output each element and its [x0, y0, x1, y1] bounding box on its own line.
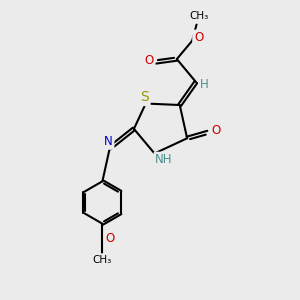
Text: CH₃: CH₃	[93, 255, 112, 265]
Text: O: O	[145, 54, 154, 67]
Text: S: S	[140, 90, 148, 104]
Text: NH: NH	[155, 153, 173, 167]
Text: H: H	[200, 79, 208, 92]
Text: O: O	[212, 124, 220, 137]
Text: N: N	[104, 135, 113, 148]
Text: CH₃: CH₃	[190, 11, 209, 21]
Text: O: O	[194, 32, 203, 44]
Text: O: O	[105, 232, 115, 245]
